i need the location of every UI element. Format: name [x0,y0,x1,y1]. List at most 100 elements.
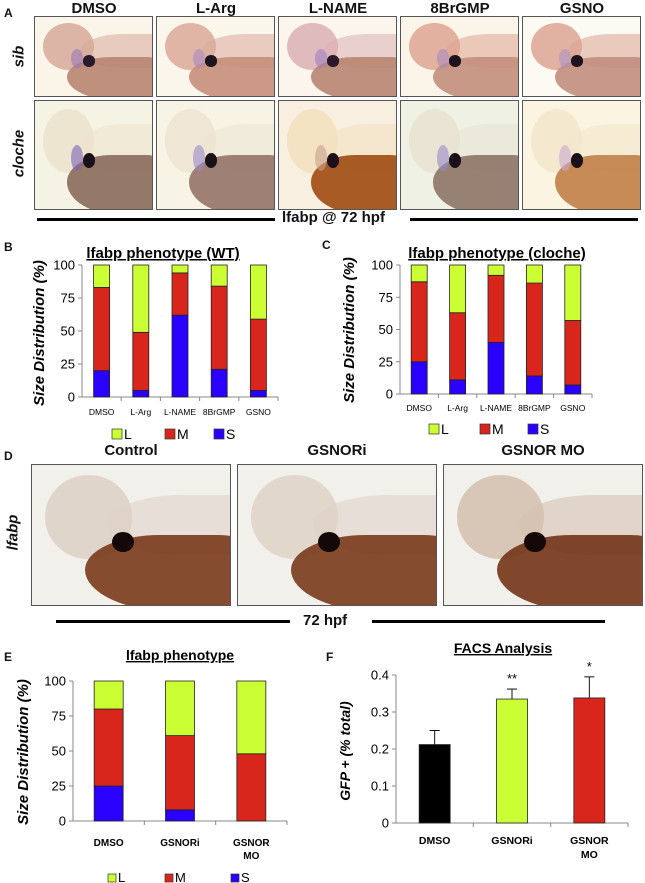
y-tick-label: 100 [53,258,75,273]
embryo-photo-cloche-8brgmp [400,100,519,210]
y-tick-label: 50 [52,744,66,759]
embryo-photo-gsnor-mo [443,464,643,606]
y-axis-label: Size Distribution (%) [31,260,48,406]
bar-8brgmp-M [210,285,228,370]
embryo-stain [558,49,571,69]
bar-gsno-L [564,264,582,321]
legend-swatch-L [107,873,117,883]
x-tick-label: L-Arg [130,407,151,417]
embryo-photo-cloche-dmso [34,100,153,210]
bar-l-name-S [171,314,189,398]
legend-label-M: M [175,870,186,883]
x-tick-label: 8BrGMP [203,407,236,417]
panel-letter-a: A [4,6,13,20]
legend-label-S: S [241,870,250,883]
y-axis-label-part: Distribution [15,707,32,791]
y-axis-label-part: (%) [341,257,358,285]
embryo-liver [570,152,584,169]
x-tick-label: GSNO [246,407,271,417]
bar-gsno-M [249,318,267,391]
bar-l-arg-S [449,379,467,395]
column-header-l-name: L-NAME [308,0,368,17]
bar-l-name-M [171,272,189,316]
x-tick-label: L-Arg [447,403,468,413]
bar-l-arg-L [132,264,150,333]
embryo-photo-cloche-l-name [278,100,397,210]
embryo-stain [70,49,83,69]
legend-swatch-M [164,873,174,883]
x-tick-label: GSNO [560,403,585,413]
panel-d-caption: 72 hpf [303,612,348,629]
embryo-liver [448,152,462,169]
bar-8brgmp-S [210,368,228,398]
legend-label-L: L [124,426,132,440]
row-label-cloche: cloche [10,129,28,178]
y-tick-label: 100 [44,674,66,689]
embryo-liver [326,152,340,169]
embryo-photo-sib-l-arg [156,16,275,97]
embryo-liver [318,531,340,552]
y-axis-label-part: Distribution [31,288,48,372]
y-axis-label-part: Size [341,369,358,403]
row-label-sib: sib [10,45,28,68]
legend-label-M: M [177,426,189,440]
legend-swatch-L [111,428,123,440]
y-axis-label: GFP + (% total) [337,701,353,801]
y-tick-label: 100 [371,258,393,273]
embryo-liver [204,152,218,169]
embryo-liver [204,55,218,67]
legend-label-S: S [540,421,549,437]
chart-title: lfabp phenotype [126,647,234,663]
chart-title: lfabp phenotype (cloche) [408,245,586,262]
y-axis-label-part: Size [31,372,48,406]
x-tick-label: DMSO [419,835,451,847]
embryo-liver [112,531,134,552]
embryo-stain [314,145,327,171]
bar-gsnor-mo-L [236,680,267,755]
bar-dmso [418,744,451,824]
embryo-yolk [497,535,642,605]
panel-letter-c: C [322,238,331,252]
y-tick-label: 0 [68,390,75,405]
embryo-stain [436,49,449,69]
embryo-stain [192,49,205,69]
legend-swatch-S [230,873,240,883]
column-header-dmso: DMSO [71,0,117,17]
bar-dmso-S [93,370,110,398]
chart-c: lfabp phenotype (cloche) Size Distributio… [341,245,593,437]
y-tick-label: 0 [386,387,393,402]
legend-label-S: S [226,426,235,440]
embryo-liver [326,55,340,67]
y-tick-label: 0.3 [371,705,389,720]
chart-f: FACS Analysis GFP + (% total) 0 0.1 0.2 0.3 0.… [337,640,629,861]
y-axis-label-part: Distribution [341,285,358,369]
panel-letter-d: D [4,449,13,463]
embryo-yolk [85,535,230,605]
y-tick-label: 50 [61,324,75,339]
legend-swatch-S [527,423,539,435]
embryo-photo-sib-gsno [522,16,641,97]
chart-title: lfabp phenotype (WT) [86,245,239,262]
y-tick-label: 0 [382,816,389,831]
bar-gsnor-mo [573,697,606,824]
bar-l-name-L [487,264,505,276]
significance-gsnor-mo: * [587,659,592,674]
chart-title: FACS Analysis [454,640,553,656]
y-axis-label-part: (%) [15,679,32,707]
x-tick-label: GSNORi [491,835,533,847]
y-tick-label: 0.4 [371,668,389,683]
y-axis-label-part: (%) [31,260,48,288]
embryo-photo-sib-l-name [278,16,397,97]
bar-gsnori [496,698,528,824]
bar-l-name-S [487,342,505,395]
bar-gsno-S [564,384,582,395]
legend-swatch-S [213,428,225,440]
x-tick-label: GSNOR [233,838,270,849]
bar-dmso-L [93,264,110,288]
y-axis-label-part: Size [15,791,32,825]
x-tick-label: DMSO [94,838,124,849]
embryo-liver [82,152,96,169]
caption-rule-right-d [372,620,605,623]
legend-swatch-M [164,428,176,440]
x-tick-label: 8BrGMP [518,403,551,413]
